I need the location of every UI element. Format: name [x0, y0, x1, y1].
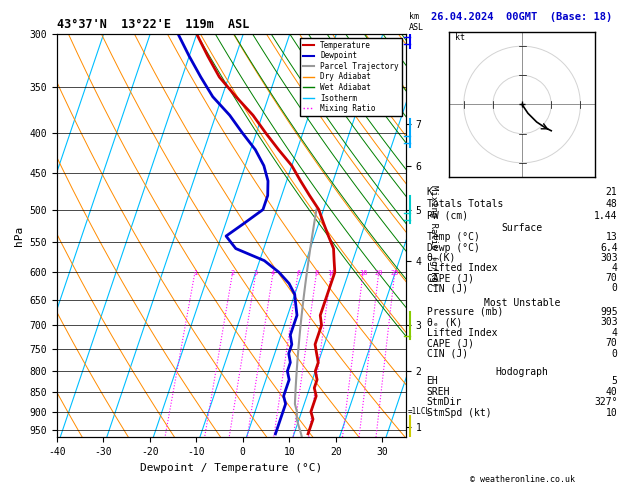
X-axis label: Dewpoint / Temperature (°C): Dewpoint / Temperature (°C)	[140, 463, 322, 473]
Text: CAPE (J): CAPE (J)	[426, 273, 474, 283]
Text: 4: 4	[611, 263, 618, 273]
Y-axis label: hPa: hPa	[14, 226, 24, 246]
Text: SREH: SREH	[426, 387, 450, 397]
Text: 4: 4	[611, 328, 618, 338]
Text: 20: 20	[374, 270, 383, 276]
Text: 4: 4	[271, 270, 276, 276]
Text: K: K	[426, 187, 433, 197]
Text: 26.04.2024  00GMT  (Base: 18): 26.04.2024 00GMT (Base: 18)	[431, 12, 613, 22]
Text: km
ASL: km ASL	[409, 12, 424, 32]
Text: CAPE (J): CAPE (J)	[426, 338, 474, 348]
Text: kt: kt	[455, 34, 465, 42]
Text: CIN (J): CIN (J)	[426, 283, 468, 294]
Text: 21: 21	[606, 187, 618, 197]
Text: 3: 3	[254, 270, 258, 276]
Text: 2: 2	[230, 270, 235, 276]
Text: 40: 40	[606, 387, 618, 397]
Text: Lifted Index: Lifted Index	[426, 263, 497, 273]
Text: Most Unstable: Most Unstable	[484, 298, 560, 309]
Text: Dewp (°C): Dewp (°C)	[426, 243, 479, 253]
Text: StmSpd (kt): StmSpd (kt)	[426, 408, 491, 418]
Text: Lifted Index: Lifted Index	[426, 328, 497, 338]
Text: 48: 48	[606, 199, 618, 209]
Text: θₑ (K): θₑ (K)	[426, 317, 462, 327]
Text: Surface: Surface	[501, 224, 543, 233]
Text: 1.44: 1.44	[594, 211, 618, 221]
Text: PW (cm): PW (cm)	[426, 211, 468, 221]
Text: 70: 70	[606, 338, 618, 348]
Text: 43°37'N  13°22'E  119m  ASL: 43°37'N 13°22'E 119m ASL	[57, 18, 249, 32]
Text: 0: 0	[611, 283, 618, 294]
Text: 5: 5	[611, 376, 618, 386]
Text: 10: 10	[327, 270, 335, 276]
Text: StmDir: StmDir	[426, 398, 462, 407]
Text: 0: 0	[611, 349, 618, 359]
Text: 303: 303	[600, 253, 618, 263]
Text: 13: 13	[606, 232, 618, 243]
Text: 327°: 327°	[594, 398, 618, 407]
Text: 70: 70	[606, 273, 618, 283]
Text: CIN (J): CIN (J)	[426, 349, 468, 359]
Text: 10: 10	[606, 408, 618, 418]
Text: 25: 25	[391, 270, 399, 276]
Legend: Temperature, Dewpoint, Parcel Trajectory, Dry Adiabat, Wet Adiabat, Isotherm, Mi: Temperature, Dewpoint, Parcel Trajectory…	[299, 38, 402, 116]
Y-axis label: Mixing Ratio (g/kg): Mixing Ratio (g/kg)	[429, 185, 438, 287]
Text: Temp (°C): Temp (°C)	[426, 232, 479, 243]
Text: 303: 303	[600, 317, 618, 327]
Text: 1: 1	[193, 270, 197, 276]
Text: © weatheronline.co.uk: © weatheronline.co.uk	[470, 474, 574, 484]
Text: Hodograph: Hodograph	[496, 367, 548, 377]
Text: 6: 6	[296, 270, 300, 276]
Text: θₑ(K): θₑ(K)	[426, 253, 456, 263]
Text: Pressure (mb): Pressure (mb)	[426, 307, 503, 316]
Text: 995: 995	[600, 307, 618, 316]
Text: EH: EH	[426, 376, 438, 386]
Text: Totals Totals: Totals Totals	[426, 199, 503, 209]
Text: 6.4: 6.4	[600, 243, 618, 253]
Text: 16: 16	[359, 270, 367, 276]
Text: =1LCL: =1LCL	[408, 407, 431, 416]
Text: 8: 8	[314, 270, 319, 276]
